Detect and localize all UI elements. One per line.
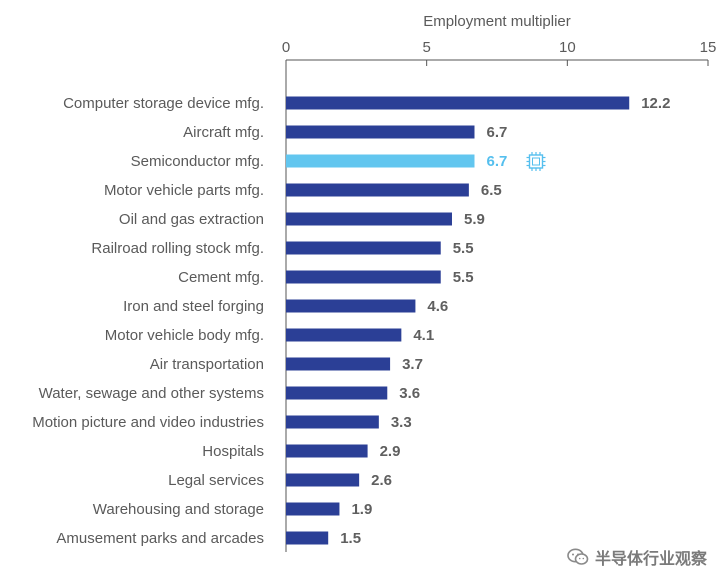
category-label: Railroad rolling stock mfg. [91,240,264,257]
value-label: 6.5 [481,182,502,199]
value-label: 5.5 [453,240,474,257]
value-label: 2.6 [371,472,392,489]
category-label: Amusement parks and arcades [56,530,264,547]
bar [286,386,388,400]
bar [286,531,329,545]
value-label: 4.1 [413,327,434,344]
category-label: Computer storage device mfg. [63,95,264,112]
value-label: 4.6 [427,298,448,315]
category-label: Warehousing and storage [93,501,264,518]
value-label: 5.9 [464,211,485,228]
value-label: 6.7 [486,153,507,170]
chip-icon [526,152,546,171]
value-labels: 12.2 6.7 6.7 6.5 5.9 5.5 5.5 4.6 4.1 3.7 3.6 3.3 2.9… [340,95,670,547]
value-label: 5.5 [453,269,474,286]
value-label: 2.9 [380,443,401,460]
watermark: 半导体行业观察 [567,545,707,569]
bar [286,154,475,168]
bar [286,444,368,458]
category-label: Legal services [168,472,264,489]
x-axis-ticks: 0 5 10 15 [282,39,717,66]
category-label: Hospitals [202,443,264,460]
x-tick-label: 10 [559,39,576,56]
category-labels: Computer storage device mfg. Aircraft mfg… [32,95,264,547]
value-label: 12.2 [641,95,670,112]
bar [286,415,379,429]
bar [286,96,630,110]
bar [286,125,475,139]
bars [286,96,630,545]
bar [286,299,416,313]
value-label: 1.9 [351,501,372,518]
watermark-text: 半导体行业观察 [594,549,707,568]
bar [286,473,360,487]
value-label: 3.3 [391,414,412,431]
category-label: Motor vehicle body mfg. [105,327,264,344]
category-label: Cement mfg. [178,269,264,286]
category-label: Water, sewage and other systems [39,385,264,402]
bar [286,183,469,197]
x-tick-label: 15 [700,39,717,56]
bar [286,328,402,342]
category-label: Semiconductor mfg. [131,153,264,170]
category-label: Motion picture and video industries [32,414,264,431]
category-label: Motor vehicle parts mfg. [104,182,264,199]
value-label: 1.5 [340,530,361,547]
bar [286,502,340,516]
x-axis-label: Employment multiplier [423,13,571,30]
category-label: Air transportation [150,356,264,373]
bar [286,212,452,226]
bar [286,241,441,255]
value-label: 6.7 [486,124,507,141]
bar [286,357,391,371]
bar [286,270,441,284]
x-tick-label: 0 [282,39,290,56]
highlight-icon-group [526,152,546,171]
wechat-icon [567,548,589,566]
category-label: Iron and steel forging [123,298,264,315]
value-label: 3.7 [402,356,423,373]
value-label: 3.6 [399,385,420,402]
category-label: Oil and gas extraction [119,211,264,228]
category-label: Aircraft mfg. [183,124,264,141]
x-tick-label: 5 [422,39,430,56]
